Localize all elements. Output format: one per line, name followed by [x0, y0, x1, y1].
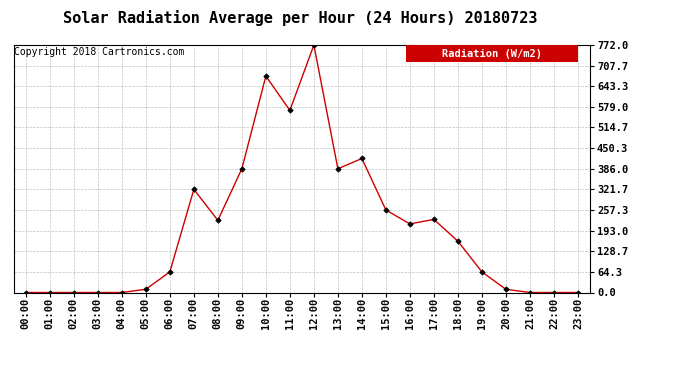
Text: Solar Radiation Average per Hour (24 Hours) 20180723: Solar Radiation Average per Hour (24 Hou…: [63, 10, 538, 26]
Text: Copyright 2018 Cartronics.com: Copyright 2018 Cartronics.com: [14, 47, 184, 57]
